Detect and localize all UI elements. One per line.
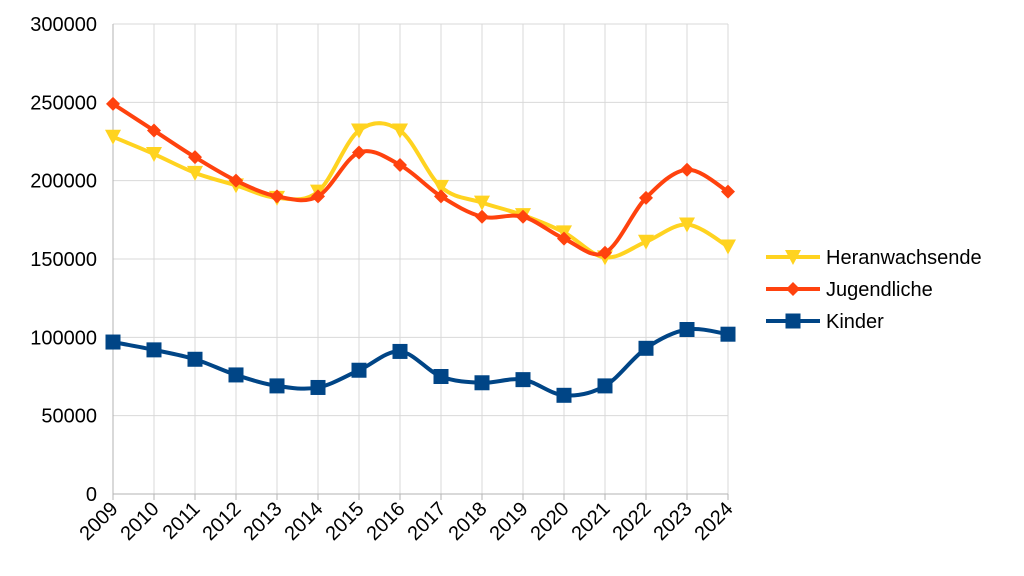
y-tick-label: 200000 (30, 171, 97, 193)
legend-item-heranwachsende: Heranwachsende (766, 247, 982, 269)
data-point-kinder (597, 378, 613, 394)
data-point-jugendliche (721, 184, 735, 199)
data-point-kinder (556, 387, 572, 403)
x-tick-label: 2019 (486, 498, 533, 545)
x-tick-label: 2016 (363, 498, 410, 545)
data-point-kinder (310, 379, 326, 395)
x-tick-label: 2024 (691, 498, 738, 545)
data-point-kinder (351, 362, 367, 378)
data-point-kinder (638, 340, 654, 356)
y-tick-label: 300000 (30, 14, 97, 36)
legend-marker-kinder (785, 313, 801, 329)
data-point-heranwachsende (105, 129, 121, 145)
data-point-kinder (146, 342, 162, 358)
y-tick-label: 250000 (30, 92, 97, 114)
data-point-jugendliche (434, 189, 448, 204)
x-tick-label: 2018 (445, 498, 492, 545)
legend-item-kinder: Kinder (766, 311, 884, 333)
data-point-kinder (679, 322, 695, 337)
series-kinder (105, 322, 736, 403)
x-tick-label: 2015 (322, 498, 369, 545)
data-point-jugendliche (147, 123, 161, 138)
data-point-jugendliche (680, 162, 694, 177)
data-point-kinder (392, 343, 408, 359)
y-tick-label: 0 (86, 484, 97, 506)
data-point-jugendliche (598, 245, 612, 260)
y-tick-label: 150000 (30, 249, 97, 271)
data-point-jugendliche (516, 209, 530, 224)
x-tick-label: 2020 (527, 498, 574, 545)
data-point-heranwachsende (433, 179, 449, 195)
data-point-jugendliche (475, 209, 489, 224)
x-tick-label: 2009 (76, 498, 123, 545)
x-tick-label: 2011 (159, 498, 205, 544)
data-point-kinder (720, 326, 736, 342)
x-tick-label: 2013 (240, 498, 287, 545)
data-point-heranwachsende (638, 234, 654, 250)
series-group (105, 96, 736, 403)
data-point-kinder (228, 367, 244, 383)
legend-item-jugendliche: Jugendliche (766, 279, 933, 301)
x-tick-label: 2023 (650, 498, 697, 545)
legend-marker-heranwachsende (785, 250, 801, 265)
series-heranwachsende (105, 121, 736, 266)
data-point-kinder (187, 351, 203, 367)
legend-label-heranwachsende: Heranwachsende (826, 247, 982, 269)
x-axis-ticks: 2009201020112012201320142015201620172018… (76, 494, 738, 545)
x-tick-label: 2022 (609, 498, 656, 545)
y-axis-ticks: 0 50000 100000 150000 200000 250000 300000 (30, 14, 97, 506)
data-point-jugendliche (229, 173, 243, 188)
data-point-kinder (433, 369, 449, 384)
grid-lines (112, 23, 729, 495)
series-line-jugendliche (111, 101, 730, 257)
data-point-heranwachsende (474, 195, 490, 211)
y-tick-label: 50000 (41, 406, 97, 428)
data-point-jugendliche (311, 189, 325, 204)
data-point-kinder (269, 378, 285, 394)
legend: Heranwachsende Jugendliche Kinder (766, 247, 982, 333)
data-point-jugendliche (352, 145, 366, 160)
data-point-jugendliche (639, 190, 653, 205)
legend-label-kinder: Kinder (826, 311, 884, 333)
x-tick-label: 2017 (404, 498, 451, 545)
data-point-jugendliche (188, 150, 202, 165)
x-tick-label: 2010 (117, 498, 164, 545)
legend-marker-jugendliche (786, 282, 800, 296)
data-point-heranwachsende (146, 147, 162, 163)
series-line-heranwachsende (111, 121, 730, 260)
data-point-jugendliche (557, 231, 571, 246)
legend-label-jugendliche: Jugendliche (826, 279, 933, 301)
data-point-heranwachsende (679, 217, 695, 233)
data-point-kinder (105, 334, 121, 350)
data-point-heranwachsende (351, 123, 367, 139)
x-tick-label: 2014 (281, 498, 328, 545)
data-point-jugendliche (270, 189, 284, 204)
data-point-jugendliche (106, 96, 120, 111)
x-tick-label: 2021 (568, 498, 615, 545)
series-line-kinder (111, 326, 730, 398)
data-point-heranwachsende (392, 123, 408, 139)
series-jugendliche (106, 96, 735, 260)
data-point-jugendliche (393, 158, 407, 172)
x-tick-label: 2012 (199, 498, 246, 545)
data-point-kinder (474, 375, 490, 391)
data-point-kinder (515, 372, 531, 388)
data-point-heranwachsende (720, 239, 736, 255)
y-tick-label: 100000 (30, 327, 97, 349)
data-point-heranwachsende (187, 165, 203, 181)
